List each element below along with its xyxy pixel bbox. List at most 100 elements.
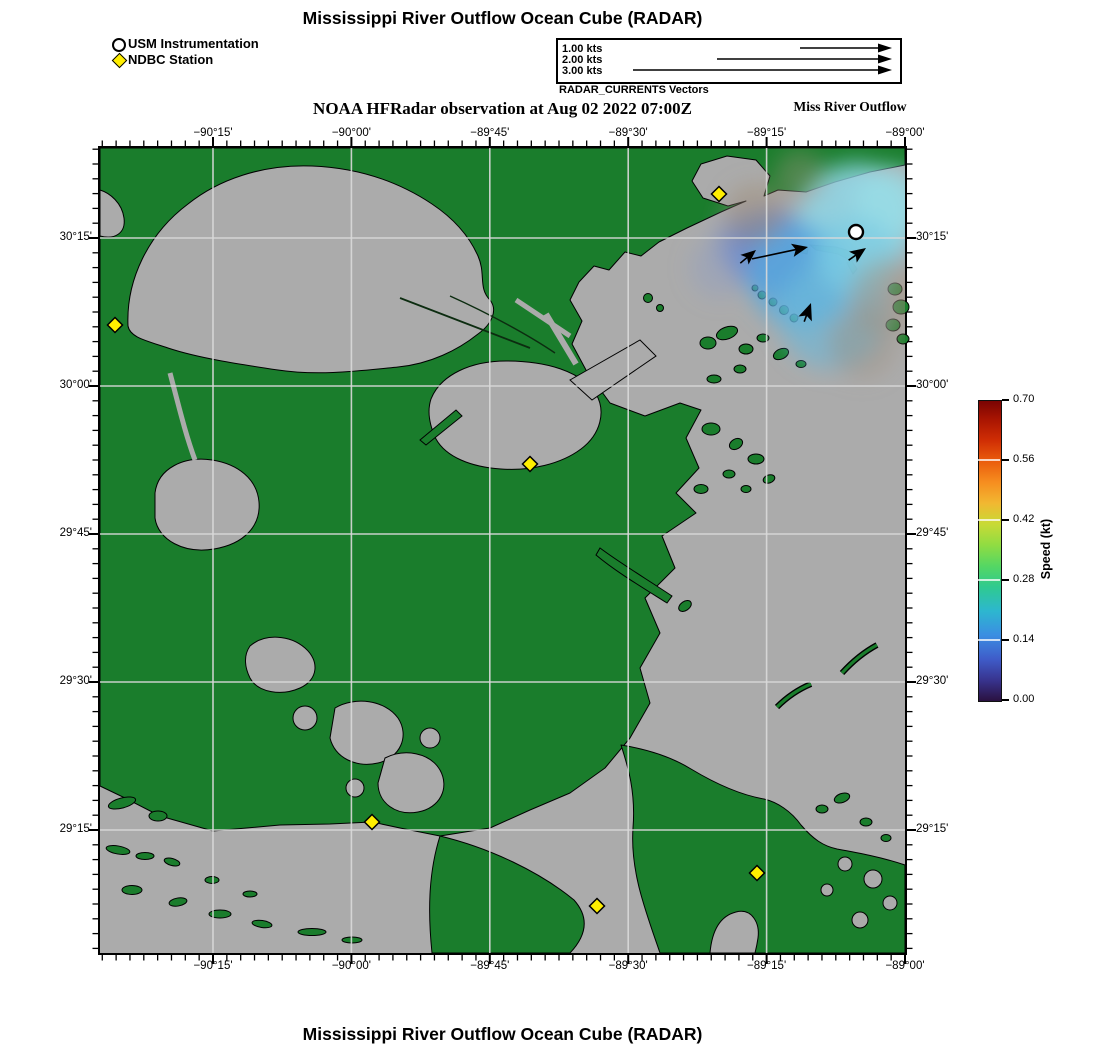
colorbar-gridline xyxy=(978,579,1000,581)
marsh-island xyxy=(728,437,744,451)
ndbc-station-icon xyxy=(111,52,128,69)
borgne-channel xyxy=(569,339,657,401)
lake-pontchartrain xyxy=(127,165,494,374)
chandeleur-island xyxy=(775,682,812,709)
colorbar-gridline xyxy=(978,639,1000,641)
chandeleur-island xyxy=(840,643,878,675)
legend-usm-label: USM Instrumentation xyxy=(128,36,259,51)
vector-scale-arrowhead xyxy=(878,54,892,64)
current-vector xyxy=(848,248,866,263)
chef-menteur-channel xyxy=(514,297,572,339)
delta-island xyxy=(880,834,892,842)
pearl-river-branch xyxy=(449,295,556,354)
marsh-spit xyxy=(595,547,673,604)
colorbar-tick-label: 0.56 xyxy=(1013,453,1035,465)
gulf-marsh-island xyxy=(297,928,327,936)
speed-blob xyxy=(774,150,826,202)
channels-layer xyxy=(167,295,579,461)
lon-label-top: −90°15' xyxy=(193,127,233,139)
colorbar-tick-mark xyxy=(1002,459,1009,461)
marsh-lake xyxy=(419,727,441,749)
colorbar-tick-mark xyxy=(1002,399,1009,401)
gulf-marsh-island xyxy=(168,897,188,907)
delta-land xyxy=(620,744,906,954)
gulf-marsh-island xyxy=(242,890,258,898)
marsh-island xyxy=(740,485,752,493)
lat-label-right: 30°15' xyxy=(916,231,949,243)
observation-subtitle: NOAA HFRadar observation at Aug 02 2022 … xyxy=(313,99,692,118)
delta-pond xyxy=(837,856,853,872)
gulf-marsh-island xyxy=(251,919,273,929)
marsh-lake xyxy=(345,778,365,798)
vector-scale-arrowhead xyxy=(878,43,892,53)
current-vector-head xyxy=(740,250,756,265)
colorbar xyxy=(978,400,1002,702)
gulf-marsh-island xyxy=(107,796,137,810)
legend-ndbc-label: NDBC Station xyxy=(128,52,214,67)
ndbc-station-marker xyxy=(748,864,766,882)
vector-scale-arrowhead xyxy=(878,65,892,75)
marsh-lake xyxy=(292,705,318,731)
coastal-island xyxy=(896,333,910,345)
current-vector xyxy=(739,250,756,265)
current-vector xyxy=(798,303,812,322)
marsh-island xyxy=(722,469,736,479)
colorbar-tick-mark xyxy=(1002,579,1009,581)
speed-blob xyxy=(828,310,896,378)
small-island xyxy=(643,293,653,303)
delta-inlet xyxy=(709,910,759,954)
lon-label-bottom: −89°45' xyxy=(470,960,510,972)
lon-label-top: −89°30' xyxy=(608,127,648,139)
west-edge-inlet xyxy=(99,189,125,238)
delta-island xyxy=(859,817,873,827)
marsh-island xyxy=(699,336,717,350)
colorbar-tick-mark xyxy=(1002,519,1009,521)
marsh-lake xyxy=(245,636,316,693)
marsh-island xyxy=(706,374,722,384)
colorbar-gridline xyxy=(978,459,1000,461)
marsh-island xyxy=(795,360,807,368)
delta-island xyxy=(833,792,851,804)
lon-label-top: −89°15' xyxy=(747,127,787,139)
marsh-island xyxy=(701,422,721,436)
marsh-island xyxy=(715,325,739,341)
ndbc-station-marker xyxy=(106,316,124,334)
speed-blob xyxy=(690,238,750,298)
marsh-island xyxy=(678,600,692,612)
lon-label-bottom: −90°15' xyxy=(193,960,233,972)
vector-scale-label: 1.00 kts xyxy=(562,43,602,55)
miss-river-outflow-label: Miss River Outflow xyxy=(793,99,907,114)
gulf-marsh-island xyxy=(105,845,131,855)
marsh-lake xyxy=(329,700,404,765)
vector-scale-box: 1.00 kts 2.00 kts 3.00 kts xyxy=(556,38,902,84)
colorbar-tick-label: 0.00 xyxy=(1013,693,1035,705)
gulf-marsh-island xyxy=(163,857,181,867)
ndbc-station-marker xyxy=(588,897,606,915)
marsh-island xyxy=(733,364,747,374)
marsh-island xyxy=(747,453,765,465)
gulf-marsh-island xyxy=(121,885,143,895)
vector-scale-label: 2.00 kts xyxy=(562,54,602,66)
current-vector-head xyxy=(790,243,808,257)
colorbar-tick-label: 0.42 xyxy=(1013,513,1035,525)
lat-label-left: 29°30' xyxy=(59,675,92,687)
usm-instrumentation-icon xyxy=(112,38,126,52)
lon-label-top: −89°45' xyxy=(470,127,510,139)
delta-pond xyxy=(863,869,883,889)
lon-label-bottom: −89°00' xyxy=(885,960,925,972)
colorbar-gridline xyxy=(978,519,1000,521)
gulf-marsh-island xyxy=(148,810,168,822)
chandeleur-islands xyxy=(774,642,879,710)
current-vector-tail xyxy=(739,256,749,264)
colorbar-tick-mark xyxy=(1002,639,1009,641)
lat-label-left: 29°15' xyxy=(59,823,92,835)
lat-label-left: 30°15' xyxy=(59,231,92,243)
ndbc-station-marker xyxy=(521,455,539,473)
delta-pond xyxy=(851,911,869,929)
delta-island xyxy=(815,804,829,814)
page-title: Mississippi River Outflow Ocean Cube (RA… xyxy=(302,8,703,28)
lat-label-right: 29°15' xyxy=(916,823,949,835)
lon-label-top: −90°00' xyxy=(331,127,371,139)
